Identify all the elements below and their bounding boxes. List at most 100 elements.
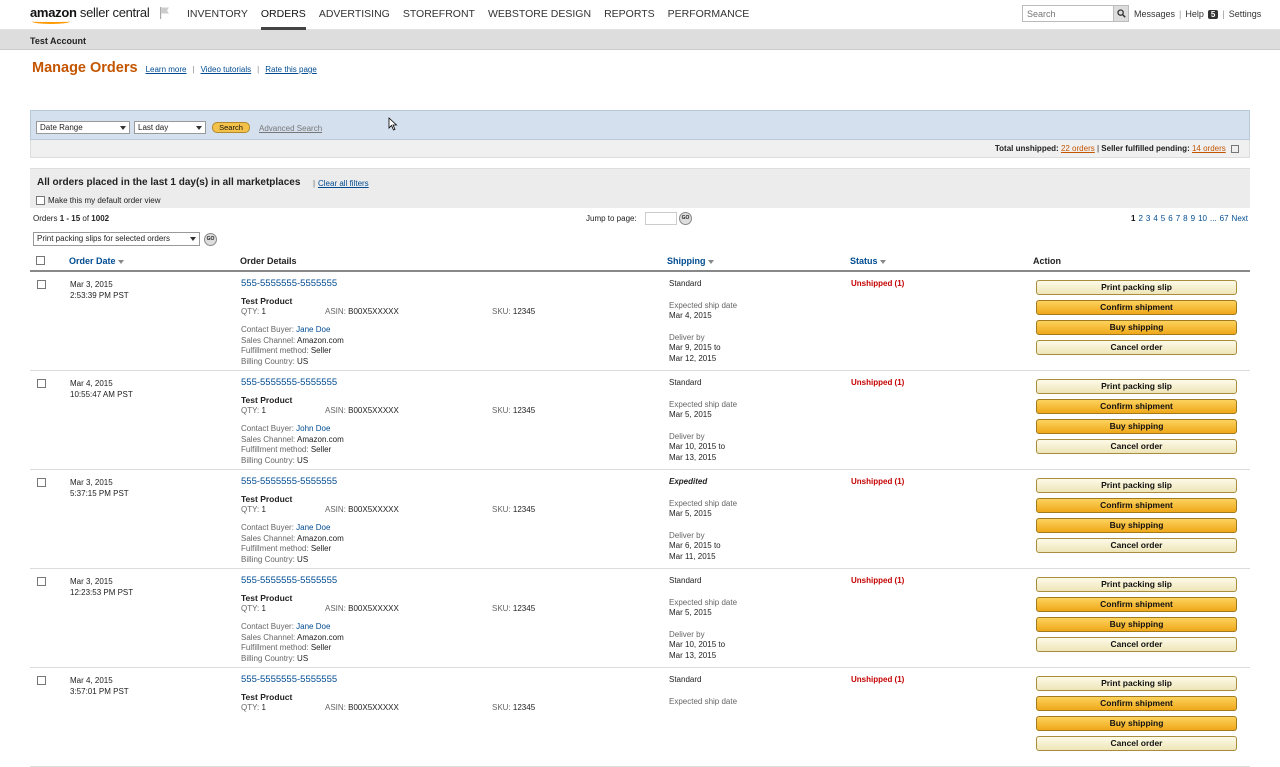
row-checkbox[interactable] <box>37 280 46 289</box>
print-packing-slip-button[interactable]: Print packing slip <box>1036 280 1237 295</box>
amazon-seller-central-logo[interactable]: amazon seller central <box>30 5 150 20</box>
nav-reports[interactable]: REPORTS <box>604 8 655 20</box>
cancel-order-button[interactable]: Cancel order <box>1036 538 1237 553</box>
order-id-link[interactable]: 555-5555555-5555555 <box>241 575 338 586</box>
fulfillment-label: Fulfillment method: <box>241 445 309 455</box>
learn-more-link[interactable]: Learn more <box>145 65 187 74</box>
page-link[interactable]: 8 <box>1183 214 1188 223</box>
select-all-checkbox[interactable] <box>36 256 45 265</box>
pagination-row: Orders 1 - 15 of 1002 Jump to page: GO 1… <box>30 210 1250 228</box>
print-packing-slip-button[interactable]: Print packing slip <box>1036 577 1237 592</box>
buy-shipping-button[interactable]: Buy shipping <box>1036 518 1237 533</box>
search-input[interactable] <box>1022 5 1114 22</box>
confirm-shipment-button[interactable]: Confirm shipment <box>1036 399 1237 414</box>
buy-shipping-button[interactable]: Buy shipping <box>1036 419 1237 434</box>
expected-ship-label: Expected ship date <box>669 597 738 607</box>
confirm-shipment-button[interactable]: Confirm shipment <box>1036 696 1237 711</box>
page-link[interactable]: 7 <box>1175 214 1181 223</box>
fulfillment-method: Fulfillment method: Seller <box>241 643 344 654</box>
bulk-go-button[interactable]: GO <box>204 233 217 246</box>
buy-shipping-button[interactable]: Buy shipping <box>1036 716 1237 731</box>
cancel-order-button[interactable]: Cancel order <box>1036 439 1237 454</box>
next-page-link[interactable]: Next <box>1231 214 1248 223</box>
page-link[interactable]: 5 <box>1160 214 1166 223</box>
buyer-name-link[interactable]: Jane Doe <box>296 325 331 334</box>
rate-page-link[interactable]: Rate this page <box>265 65 317 74</box>
row-checkbox[interactable] <box>37 379 46 388</box>
fulfillment-method: Fulfillment method: Seller <box>241 544 344 555</box>
cancel-order-button[interactable]: Cancel order <box>1036 736 1237 751</box>
buy-shipping-button[interactable]: Buy shipping <box>1036 320 1237 335</box>
logo-text-bold: amazon <box>30 5 77 20</box>
row-checkbox[interactable] <box>37 577 46 586</box>
row-checkbox[interactable] <box>37 478 46 487</box>
buyer-name-link[interactable]: John Doe <box>296 424 331 433</box>
filter-search-button[interactable]: Search <box>212 122 250 133</box>
flag-icon[interactable] <box>158 6 172 20</box>
status-badge: Unshipped (1) <box>851 576 905 585</box>
order-id-link[interactable]: 555-5555555-5555555 <box>241 278 338 289</box>
period-select[interactable]: Last day <box>134 121 206 134</box>
nav-inventory[interactable]: INVENTORY <box>187 8 248 20</box>
contact-buyer-label: Contact Buyer: <box>241 424 294 433</box>
info-icon[interactable] <box>1231 144 1239 153</box>
pending-orders-link[interactable]: 14 orders <box>1191 144 1226 153</box>
confirm-shipment-button[interactable]: Confirm shipment <box>1036 498 1237 513</box>
nav-storefront[interactable]: STOREFRONT <box>402 8 475 20</box>
default-view-checkbox[interactable] <box>36 196 45 205</box>
chevron-down-icon <box>120 126 126 130</box>
confirm-shipment-button[interactable]: Confirm shipment <box>1036 300 1237 315</box>
page-link[interactable]: 3 <box>1145 214 1151 223</box>
shipping-method: Standard <box>669 378 702 387</box>
page-link[interactable]: 2 <box>1138 214 1143 223</box>
print-packing-slip-button[interactable]: Print packing slip <box>1036 379 1237 394</box>
order-id-link[interactable]: 555-5555555-5555555 <box>241 674 338 685</box>
nav-webstore-design[interactable]: WEBSTORE DESIGN <box>487 8 592 20</box>
row-checkbox[interactable] <box>37 676 46 685</box>
order-id-link[interactable]: 555-5555555-5555555 <box>241 476 338 487</box>
shipping-method: Standard <box>669 279 702 288</box>
confirm-shipment-button[interactable]: Confirm shipment <box>1036 597 1237 612</box>
page-link[interactable]: 10 <box>1198 214 1207 223</box>
page-link[interactable]: 67 <box>1219 214 1229 223</box>
page-link[interactable]: 4 <box>1153 214 1158 223</box>
top-links: Messages | Help 5 | Settings <box>1134 9 1261 19</box>
cancel-order-button[interactable]: Cancel order <box>1036 340 1237 355</box>
nav-performance[interactable]: PERFORMANCE <box>667 8 750 20</box>
search-button[interactable] <box>1113 5 1129 22</box>
order-time-value: 3:57:01 PM PST <box>70 687 129 696</box>
page-link[interactable]: 6 <box>1168 214 1173 223</box>
page-link[interactable]: 9 <box>1190 214 1196 223</box>
video-tutorials-link[interactable]: Video tutorials <box>200 65 252 74</box>
order-date-value: Mar 3, 2015 <box>70 478 113 487</box>
expected-ship-label: Expected ship date <box>669 300 738 310</box>
advanced-search-link[interactable]: Advanced Search <box>259 124 323 133</box>
bulk-action-select[interactable]: Print packing slips for selected orders <box>33 232 200 246</box>
cancel-order-button[interactable]: Cancel order <box>1036 637 1237 652</box>
buyer-name-link[interactable]: Jane Doe <box>296 622 331 631</box>
sku-value: 12345 <box>512 703 536 712</box>
print-packing-slip-button[interactable]: Print packing slip <box>1036 478 1237 493</box>
shipping-column[interactable]: Shipping <box>667 256 714 266</box>
buy-shipping-button[interactable]: Buy shipping <box>1036 617 1237 632</box>
order-date-column[interactable]: Order Date <box>69 256 124 266</box>
order-id-link[interactable]: 555-5555555-5555555 <box>241 377 338 388</box>
help-link[interactable]: Help <box>1185 9 1204 19</box>
table-row: Mar 4, 2015 10:55:47 AM PST 555-5555555-… <box>30 371 1250 470</box>
settings-link[interactable]: Settings <box>1228 9 1262 19</box>
jump-page-input[interactable] <box>645 212 677 225</box>
nav-orders[interactable]: ORDERS <box>260 0 306 30</box>
sales-channel-label: Sales Channel: <box>241 632 296 642</box>
buyer-name-link[interactable]: Jane Doe <box>296 523 331 532</box>
clear-filters-link[interactable]: Clear all filters <box>318 179 369 188</box>
date-range-select[interactable]: Date Range <box>36 121 130 134</box>
jump-go-button[interactable]: GO <box>679 212 692 225</box>
orders-heading: All orders placed in the last 1 day(s) i… <box>37 177 301 188</box>
messages-link[interactable]: Messages <box>1134 9 1176 19</box>
unshipped-orders-link[interactable]: 22 orders <box>1060 144 1095 153</box>
nav-advertising[interactable]: ADVERTISING <box>318 8 390 20</box>
print-packing-slip-button[interactable]: Print packing slip <box>1036 676 1237 691</box>
filter-bar: Date Range Last day Search Advanced Sear… <box>30 110 1250 140</box>
status-column[interactable]: Status <box>850 256 886 266</box>
sku-label: SKU: <box>492 604 511 613</box>
